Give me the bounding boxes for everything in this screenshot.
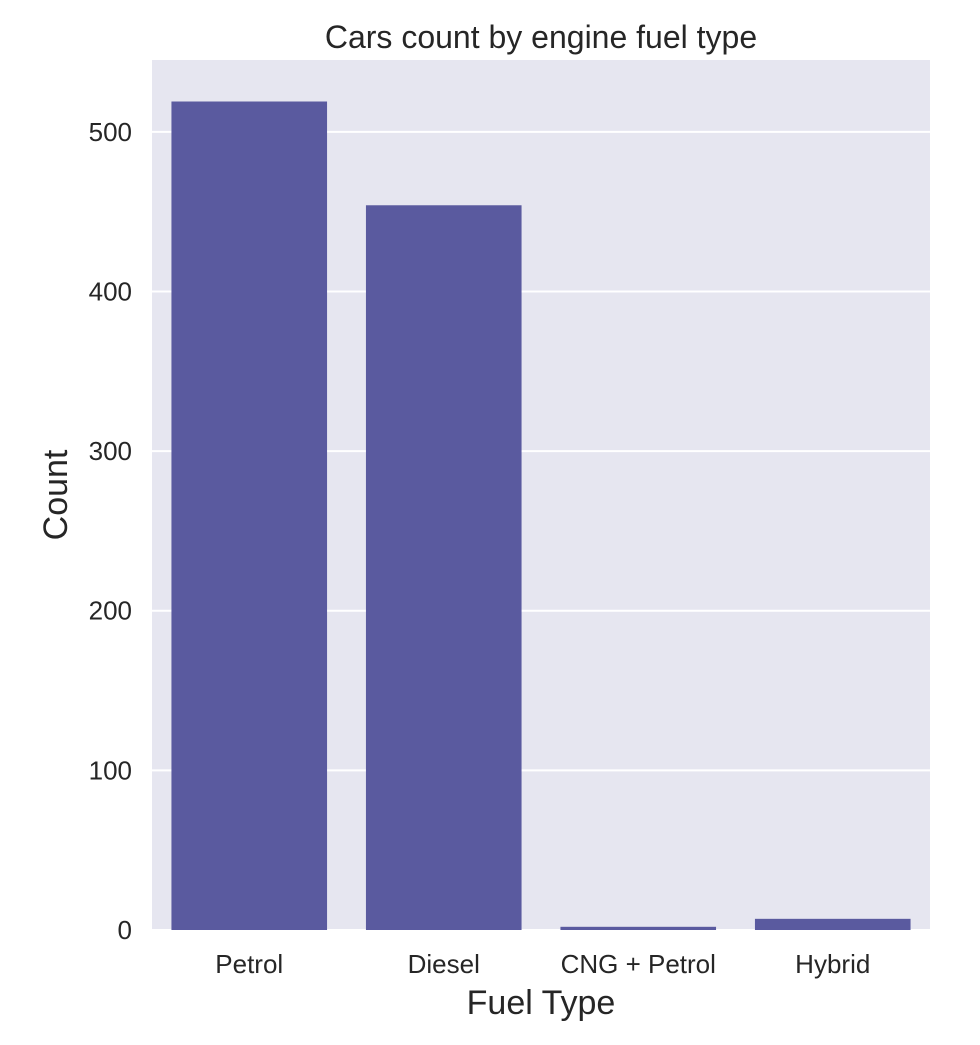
bar-hybrid xyxy=(754,918,911,930)
y-tick-label: 200 xyxy=(89,596,132,626)
x-axis-ticks: Petrol Diesel CNG + Petrol Hybrid xyxy=(215,949,870,979)
y-tick-label: 500 xyxy=(89,117,132,147)
chart-title: Cars count by engine fuel type xyxy=(325,19,757,55)
bar-diesel xyxy=(365,205,522,930)
y-tick-label: 400 xyxy=(89,276,132,306)
y-axis-ticks: 0 100 200 300 400 500 xyxy=(89,117,132,945)
x-tick-label: Diesel xyxy=(408,949,480,979)
y-axis-label: Count xyxy=(37,449,75,540)
bar-cng-petrol xyxy=(560,926,717,930)
x-tick-label: Hybrid xyxy=(795,949,870,979)
x-tick-label: Petrol xyxy=(215,949,283,979)
bar-petrol xyxy=(171,101,328,931)
y-tick-label: 0 xyxy=(118,915,132,945)
x-tick-label: CNG + Petrol xyxy=(561,949,716,979)
y-tick-label: 100 xyxy=(89,755,132,785)
x-axis-label: Fuel Type xyxy=(467,984,616,1022)
y-tick-label: 300 xyxy=(89,436,132,466)
bars xyxy=(171,101,911,931)
